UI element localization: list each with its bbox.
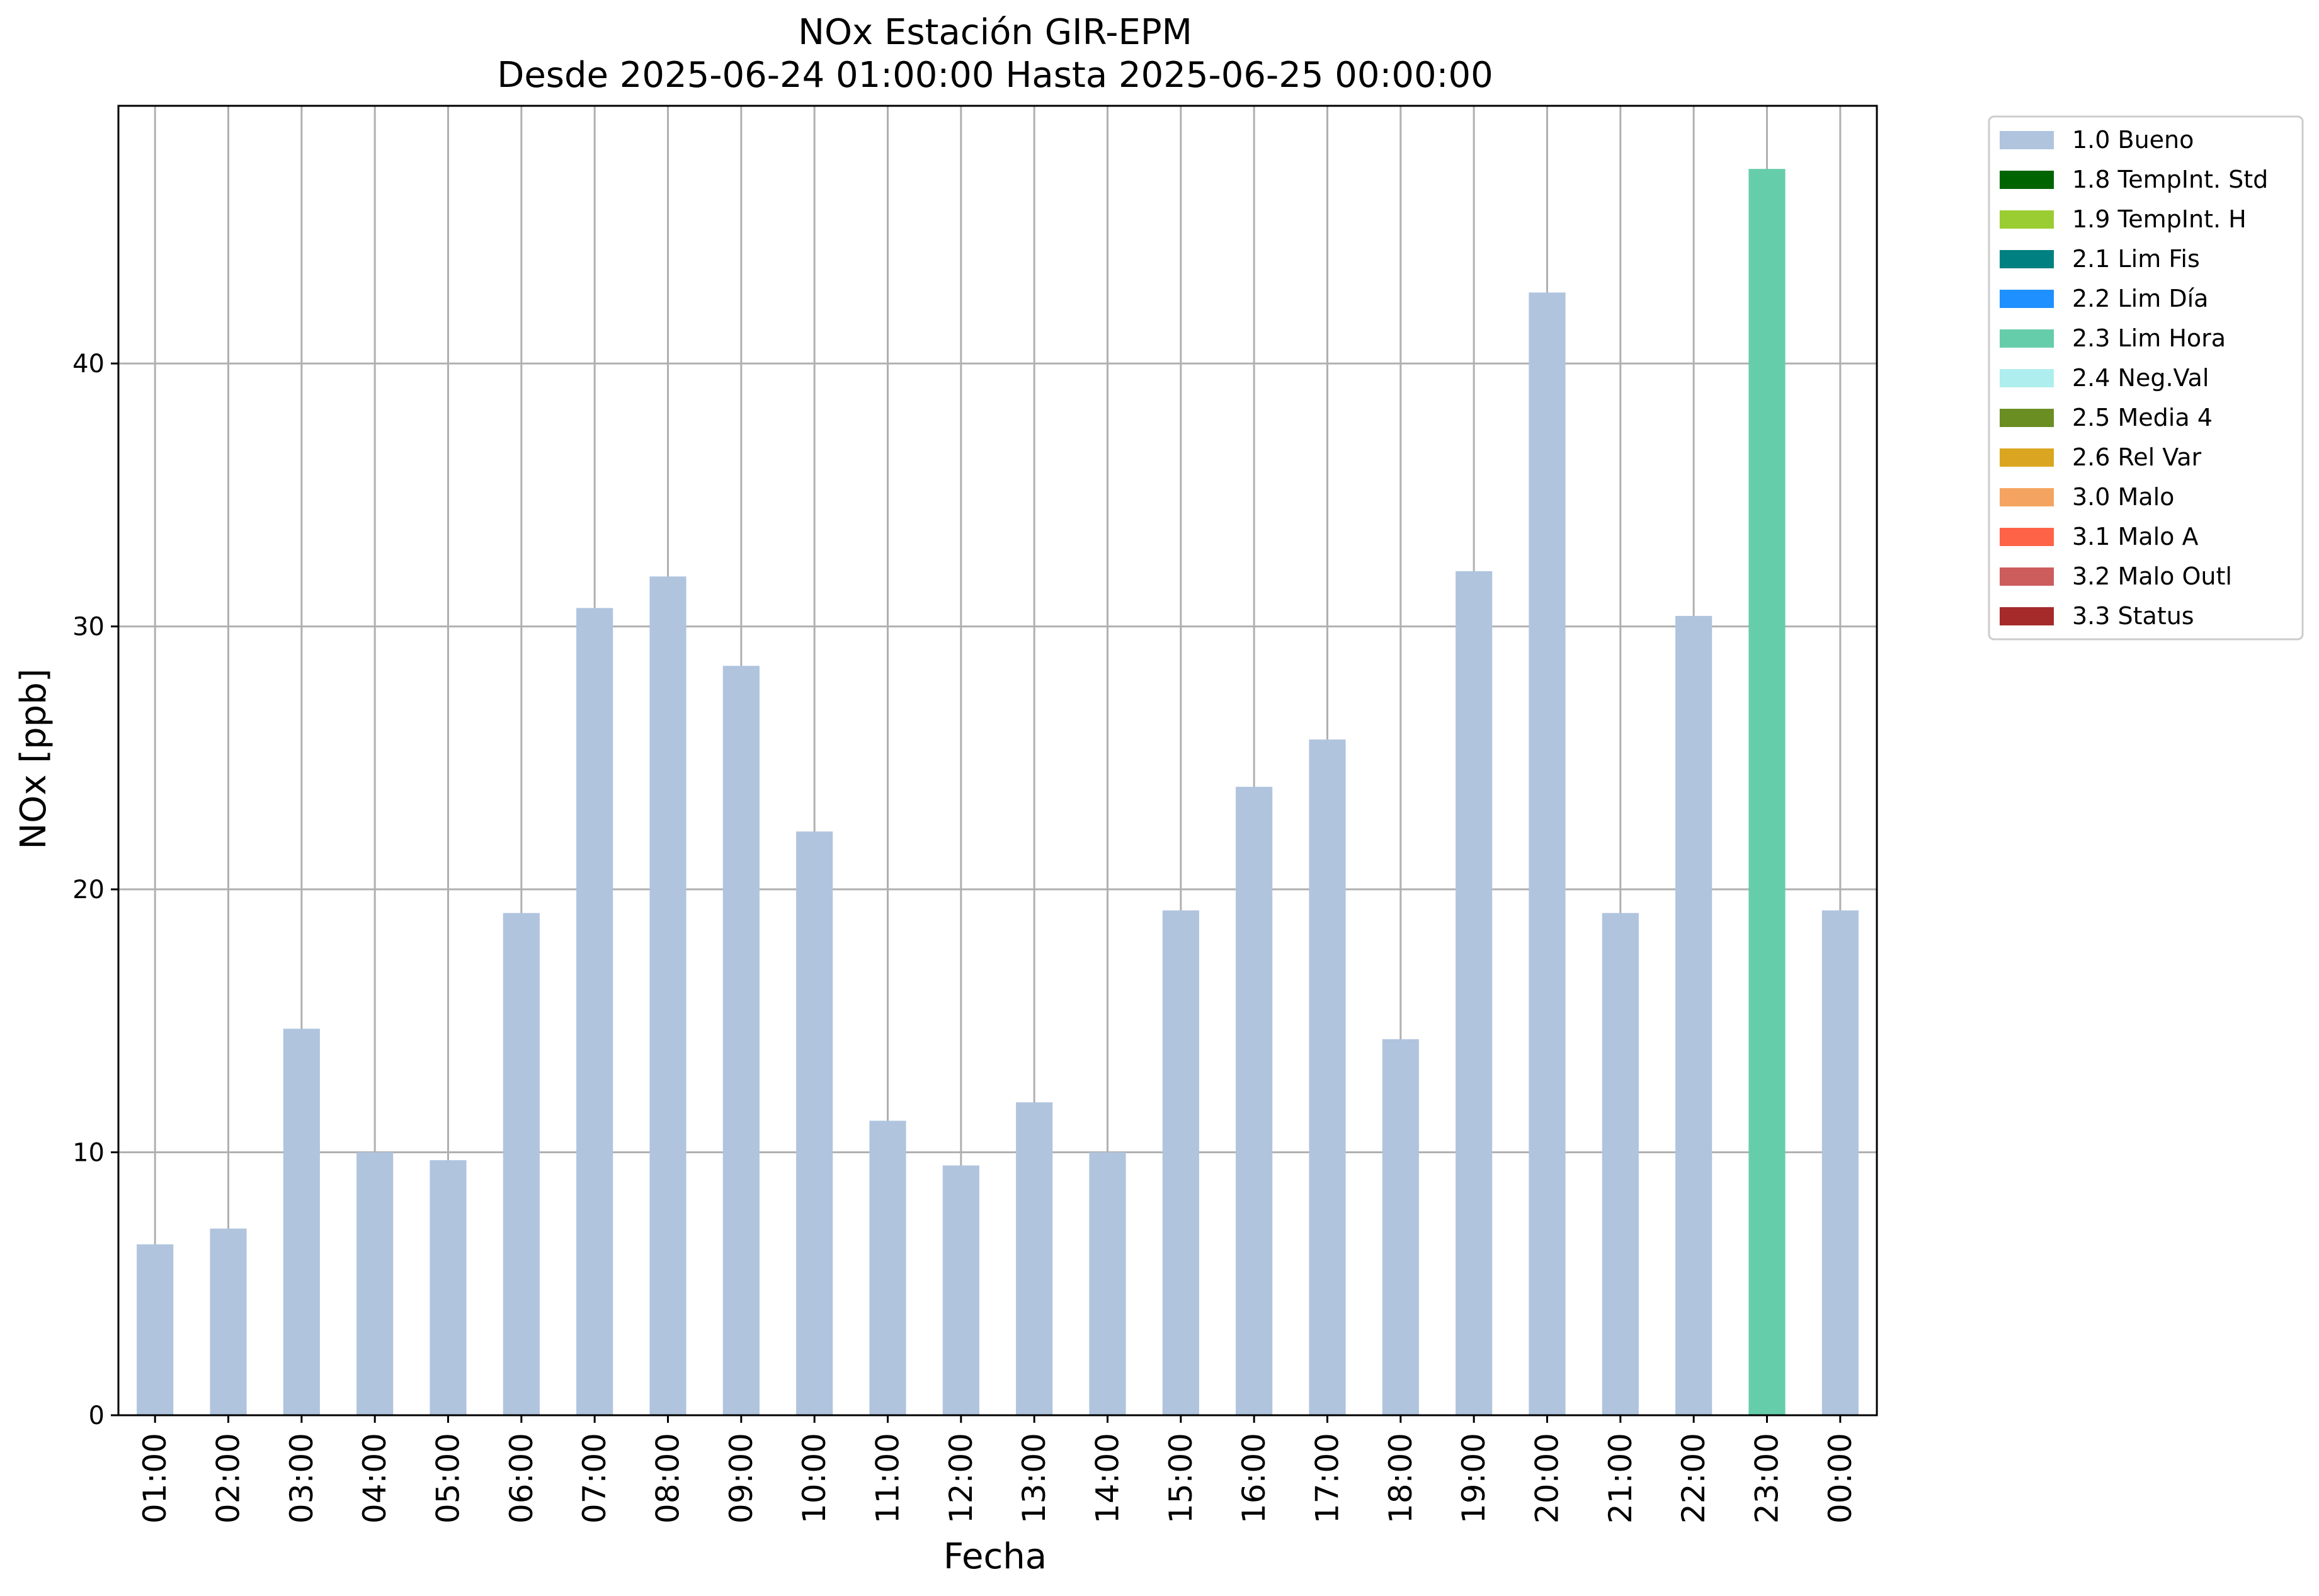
bar-0800 <box>649 576 687 1416</box>
bar-0600 <box>503 913 540 1415</box>
x-tick-label: 02:00 <box>210 1433 247 1524</box>
x-tick-label: 00:00 <box>1822 1433 1859 1524</box>
bar-0000 <box>1821 910 1859 1415</box>
legend-swatch <box>2000 131 2054 149</box>
y-axis-label: NOx [ppb] <box>13 668 54 849</box>
y-tick-label: 0 <box>89 1401 105 1430</box>
x-tick-label: 21:00 <box>1602 1433 1639 1524</box>
legend-label: 2.4 Neg.Val <box>2072 364 2209 392</box>
y-axis-ticks: 0 10 20 30 40 <box>72 350 118 1430</box>
bar-1600 <box>1236 787 1273 1415</box>
bar-2100 <box>1602 913 1639 1415</box>
bar-0400 <box>356 1152 394 1415</box>
legend-swatch <box>2000 171 2054 189</box>
y-tick-label: 30 <box>72 613 105 642</box>
bar-0900 <box>722 666 760 1415</box>
x-tick-label: 01:00 <box>137 1433 173 1524</box>
x-tick-label: 20:00 <box>1529 1433 1566 1524</box>
x-tick-label: 09:00 <box>723 1433 760 1524</box>
legend-frame <box>1988 115 2304 641</box>
bar-0200 <box>210 1228 247 1415</box>
x-tick-label: 04:00 <box>356 1433 393 1524</box>
bar-1200 <box>942 1165 979 1415</box>
x-tick-label: 19:00 <box>1456 1433 1492 1524</box>
x-tick-label: 16:00 <box>1236 1433 1272 1524</box>
y-tick-label: 40 <box>72 350 105 379</box>
bar-0700 <box>576 608 613 1416</box>
x-tick-label: 10:00 <box>796 1433 833 1524</box>
bar-1900 <box>1456 571 1493 1416</box>
bar-2300 <box>1748 169 1786 1416</box>
x-tick-label: 08:00 <box>650 1433 687 1524</box>
legend-label: 2.3 Lim Hora <box>2072 324 2226 352</box>
legend-swatch <box>2000 607 2054 625</box>
bar-0300 <box>283 1029 320 1415</box>
x-tick-label: 15:00 <box>1163 1433 1199 1524</box>
chart-title: NOx Estación GIR-EPM <box>798 12 1192 53</box>
legend-swatch <box>2000 369 2054 387</box>
legend: 1.0 Bueno 1.8 TempInt. Std 1.9 TempInt. H 2… <box>1988 115 2304 641</box>
x-tick-label: 07:00 <box>576 1433 613 1524</box>
legend-swatch <box>2000 290 2054 308</box>
x-tick-label: 05:00 <box>430 1433 467 1524</box>
x-tick-label: 06:00 <box>503 1433 540 1524</box>
x-axis-label: Fecha <box>943 1536 1047 1577</box>
legend-label: 3.0 Malo <box>2072 483 2174 511</box>
bar-0500 <box>430 1160 467 1415</box>
x-axis-ticks: 01:00 02:00 03:00 04:00 05:00 06:00 07:00 08:00… <box>137 1415 1859 1524</box>
x-tick-label: 22:00 <box>1675 1433 1712 1524</box>
chart-subtitle: Desde 2025-06-24 01:00:00 Hasta 2025-06-… <box>497 55 1493 96</box>
legend-label: 1.8 TempInt. Std <box>2072 166 2268 193</box>
legend-swatch <box>2000 210 2054 229</box>
legend-swatch <box>2000 488 2054 506</box>
bar-1300 <box>1016 1102 1053 1415</box>
legend-label: 1.0 Bueno <box>2072 126 2194 154</box>
legend-label: 3.2 Malo Outl <box>2072 562 2232 590</box>
bar-1100 <box>869 1120 906 1415</box>
legend-swatch <box>2000 329 2054 348</box>
y-tick-label: 20 <box>72 875 105 904</box>
legend-label: 2.2 Lim Día <box>2072 285 2208 312</box>
bar-1800 <box>1382 1039 1419 1415</box>
legend-label: 3.3 Status <box>2072 602 2194 630</box>
x-tick-label: 17:00 <box>1309 1433 1346 1524</box>
legend-label: 3.1 Malo A <box>2072 523 2198 550</box>
legend-label: 2.5 Media 4 <box>2072 404 2213 431</box>
plot-area-frame <box>117 105 1878 1416</box>
legend-label: 1.9 TempInt. H <box>2072 205 2247 233</box>
legend-label: 2.1 Lim Fis <box>2072 245 2200 273</box>
legend-swatch <box>2000 250 2054 268</box>
y-tick-label: 10 <box>72 1139 105 1168</box>
bar-1500 <box>1162 910 1199 1415</box>
x-tick-label: 18:00 <box>1382 1433 1419 1524</box>
bars <box>137 169 1859 1416</box>
bar-1000 <box>796 831 833 1415</box>
legend-swatch <box>2000 528 2054 546</box>
legend-swatch <box>2000 409 2054 427</box>
bar-1700 <box>1309 739 1346 1415</box>
bar-2200 <box>1675 615 1712 1415</box>
legend-label: 2.6 Rel Var <box>2072 443 2202 471</box>
legend-swatch <box>2000 567 2054 586</box>
x-tick-label: 23:00 <box>1749 1433 1786 1524</box>
legend-swatch <box>2000 448 2054 467</box>
bar-1400 <box>1089 1152 1126 1415</box>
x-tick-label: 12:00 <box>943 1433 979 1524</box>
x-tick-label: 14:00 <box>1090 1433 1126 1524</box>
x-tick-label: 13:00 <box>1016 1433 1052 1524</box>
bar-0100 <box>137 1244 174 1415</box>
x-tick-label: 03:00 <box>283 1433 320 1524</box>
bar-2000 <box>1529 292 1566 1416</box>
x-tick-label: 11:00 <box>870 1433 906 1524</box>
